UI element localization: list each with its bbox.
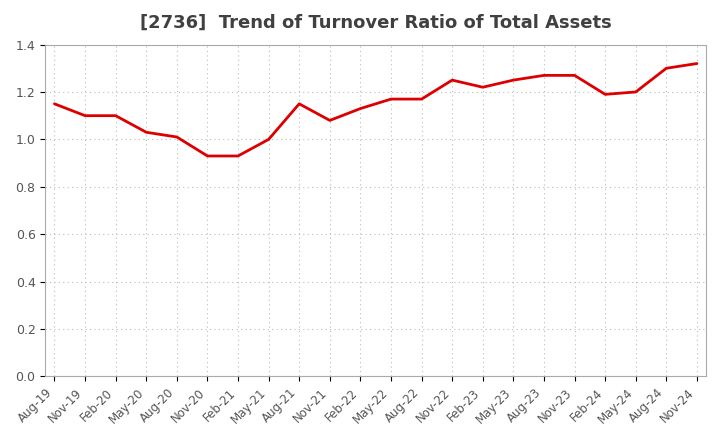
- Title: [2736]  Trend of Turnover Ratio of Total Assets: [2736] Trend of Turnover Ratio of Total …: [140, 14, 611, 32]
